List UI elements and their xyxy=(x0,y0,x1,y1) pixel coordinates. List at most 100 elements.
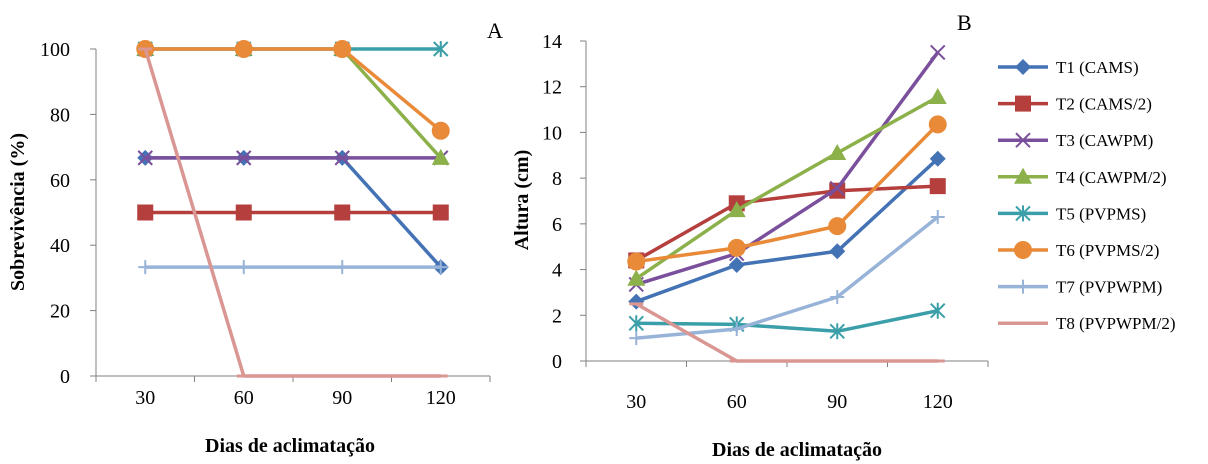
chart-a-data-point xyxy=(138,260,153,275)
chart-a-series-3 xyxy=(137,150,449,166)
chart-a-series-2 xyxy=(137,204,449,221)
chart-a-data-point xyxy=(433,260,448,275)
chart-b-series-line xyxy=(636,123,939,264)
chart-b-data-point xyxy=(930,44,946,61)
chart-b-y-tick-label: 2 xyxy=(552,305,562,327)
chart-b-series-line xyxy=(635,95,939,281)
chart-a-y-tick-label: 40 xyxy=(50,235,70,257)
chart-b-y-tick-label: 4 xyxy=(552,260,562,282)
chart-b: Altura (cm) Dias de aclimatação B 0 2 4 6 8 1… xyxy=(511,10,989,461)
legend-label: T2 (CAMS/2) xyxy=(1056,95,1152,114)
chart-a-series-7 xyxy=(138,260,448,275)
chart-b-series-line xyxy=(635,157,939,304)
chart-b-series-line xyxy=(635,51,940,287)
legend-item-8: T8 (PVPWPM/2) xyxy=(998,314,1175,333)
chart-a-y-tick-label: 0 xyxy=(60,366,70,388)
chart-a-x-tick-label: 120 xyxy=(426,387,456,409)
chart-b-data-point xyxy=(829,182,846,199)
chart-a-x-tick-label: 30 xyxy=(135,387,155,409)
chart-a-x-tick-label: 60 xyxy=(234,387,254,409)
chart-b-y-tick-label: 0 xyxy=(552,351,562,373)
chart-a-panel-label: A xyxy=(487,18,503,43)
chart-b-data-point xyxy=(728,257,745,273)
chart-a-series-6 xyxy=(136,40,450,140)
chart-b-data-point xyxy=(727,201,746,218)
chart-a-data-point xyxy=(234,40,253,58)
chart-b-series-line xyxy=(635,184,938,262)
legend-marker xyxy=(1015,95,1031,112)
chart-a-y-tick-label: 80 xyxy=(50,104,70,126)
chart-a-series-4 xyxy=(136,40,450,165)
chart-a-data-point xyxy=(431,121,450,140)
chart-a-data-point xyxy=(433,41,449,57)
chart-b-series-line xyxy=(636,308,939,334)
legend-label: T7 (PVPWPM) xyxy=(1056,278,1162,297)
chart-b-data-point xyxy=(627,269,646,286)
chart-a-data-point xyxy=(137,150,153,166)
chart-b-data-point xyxy=(628,315,644,332)
legend-label: T6 (PVPMS/2) xyxy=(1056,241,1159,260)
chart-b-x-tick-label: 90 xyxy=(827,391,847,413)
chart-a-x-tick-label: 90 xyxy=(332,387,352,409)
chart-a-data-point xyxy=(335,260,350,275)
legend-label: T5 (PVPMS) xyxy=(1056,204,1146,223)
chart-b-x-tick-label: 30 xyxy=(626,391,646,413)
chart-a-x-axis-label: Dias de aclimatação xyxy=(205,435,375,457)
chart-a-data-point xyxy=(334,204,351,221)
chart-b-data-point xyxy=(930,302,946,319)
chart-a-data-point xyxy=(431,148,450,165)
chart-a-data-point xyxy=(137,204,154,221)
chart-b-y-tick-label: 6 xyxy=(552,214,562,236)
legend-marker xyxy=(1015,132,1031,148)
legend-item-3: T3 (CAWPM) xyxy=(998,131,1153,150)
chart-b-series-5 xyxy=(628,302,946,340)
chart-a-data-point xyxy=(235,204,252,221)
chart-b-y-axis-label: Altura (cm) xyxy=(511,150,533,251)
legend-item-5: T5 (PVPMS) xyxy=(998,204,1146,223)
chart-b-data-point xyxy=(929,150,946,167)
chart-b-x-axis-label: Dias de aclimatação xyxy=(712,439,882,461)
legend-marker xyxy=(1014,167,1032,184)
chart-b-data-point xyxy=(830,290,845,304)
chart-b-series-8 xyxy=(629,302,945,363)
chart-b-panel-label: B xyxy=(957,10,972,35)
legend: T1 (CAMS) T2 (CAMS/2) T3 (CAWPM) T4 (CAWPM/… xyxy=(998,58,1175,333)
chart-b-data-point xyxy=(828,144,847,160)
chart-b-x-tick-label: 120 xyxy=(923,391,953,413)
chart-b-y-tick-label: 14 xyxy=(542,31,562,53)
chart-a-series-line xyxy=(145,47,442,133)
chart-b-data-point xyxy=(929,178,946,195)
chart-a-series-line xyxy=(143,48,441,378)
chart-a-series-8 xyxy=(138,47,448,378)
legend-item-6: T6 (PVPMS/2) xyxy=(998,241,1159,260)
legend-marker xyxy=(1015,59,1031,75)
legend-label: T1 (CAMS) xyxy=(1056,58,1139,77)
chart-b-series-6 xyxy=(627,115,947,271)
chart-a-series-line xyxy=(145,47,443,160)
chart-a-data-point xyxy=(334,150,350,166)
chart-b-series-4 xyxy=(627,88,947,286)
legend-label: T3 (CAWPM) xyxy=(1056,131,1153,150)
chart-b-data-point xyxy=(930,210,945,224)
chart-b-data-point xyxy=(829,243,846,260)
legend-item-2: T2 (CAMS/2) xyxy=(998,95,1152,114)
chart-a-data-point xyxy=(333,40,352,58)
chart-a: Sobrevivência (%) Dias de aclimatação A … xyxy=(7,18,503,457)
chart-a-data-point xyxy=(432,204,449,221)
chart-b-y-tick-label: 10 xyxy=(542,122,562,144)
chart-b-data-point xyxy=(928,115,947,134)
chart-a-y-axis-label: Sobrevivência (%) xyxy=(7,133,29,291)
chart-b-x-tick-label: 60 xyxy=(727,391,747,413)
chart-b-data-point xyxy=(729,322,744,336)
legend-item-7: T7 (PVPWPM) xyxy=(998,278,1162,297)
legend-label: T4 (CAWPM/2) xyxy=(1056,168,1167,187)
chart-b-series-1 xyxy=(628,150,946,310)
legend-marker xyxy=(1016,279,1030,294)
legend-marker xyxy=(1015,205,1031,222)
chart-a-y-tick-label: 20 xyxy=(50,301,70,323)
chart-b-y-tick-label: 8 xyxy=(552,168,562,190)
chart-b-data-point xyxy=(828,217,847,236)
legend-marker xyxy=(1014,241,1032,259)
chart-b-data-point xyxy=(629,331,644,346)
